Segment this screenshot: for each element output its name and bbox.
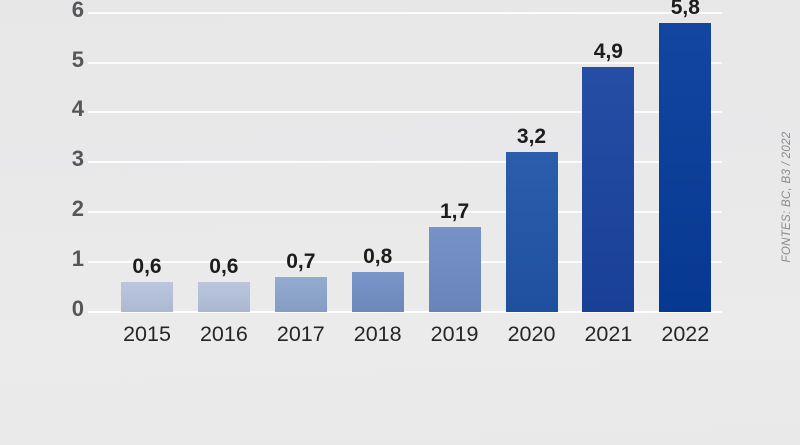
gridline-0 [88, 311, 722, 313]
value-label-2015: 0,6 [132, 255, 162, 279]
bar-2015 [121, 282, 173, 312]
bar-2022 [659, 22, 712, 312]
gridline-3 [88, 161, 722, 164]
bar-2019 [428, 227, 481, 312]
bar-2021 [582, 67, 635, 312]
y-tick-label-4: 4 [71, 96, 84, 122]
x-tick-label-2020: 2020 [507, 322, 556, 346]
bar-2018 [351, 272, 404, 312]
value-label-2021: 4,9 [593, 40, 623, 64]
x-tick-label-2017: 2017 [276, 322, 325, 346]
value-label-2022: 5,8 [670, 0, 700, 19]
value-label-2016: 0,6 [209, 255, 239, 279]
x-tick-label-2021: 2021 [584, 322, 633, 346]
bar-2016 [197, 282, 250, 312]
bar-2017 [274, 277, 327, 312]
x-tick-label-2018: 2018 [353, 322, 402, 346]
value-label-2017: 0,7 [286, 250, 316, 274]
y-tick-label-6: 6 [71, 0, 84, 22]
gridline-6 [88, 11, 722, 14]
value-label-2020: 3,2 [516, 125, 547, 149]
x-tick-label-2022: 2022 [661, 322, 710, 346]
value-label-2019: 1,7 [439, 200, 470, 224]
y-tick-label-2: 2 [71, 196, 84, 222]
gridline-1 [88, 261, 722, 264]
y-tick-label-5: 5 [71, 46, 84, 72]
gridline-2 [88, 211, 722, 214]
value-label-2018: 0,8 [363, 245, 393, 269]
y-tick-label-1: 1 [71, 246, 84, 272]
x-tick-label-2015: 2015 [123, 322, 171, 346]
gridline-5 [88, 61, 722, 64]
source-note-text: FONTES: BC, B3 / 2022 [781, 131, 793, 263]
gridline-4 [88, 111, 722, 114]
bar-2020 [505, 152, 558, 312]
x-tick-label-2019: 2019 [430, 322, 479, 346]
x-tick-label-2016: 2016 [199, 322, 248, 346]
y-tick-label-0: 0 [71, 296, 84, 321]
y-tick-label-3: 3 [71, 146, 84, 172]
